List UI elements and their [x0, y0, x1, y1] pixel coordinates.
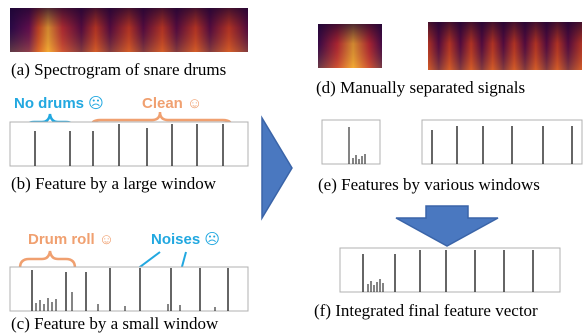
feature-large-segment — [421, 119, 583, 165]
annotation-clean: Clean ☺ — [142, 95, 202, 112]
feature-small-window — [9, 266, 249, 312]
brace-clean — [88, 111, 235, 131]
feature-small-segment — [321, 119, 381, 165]
caption-d: (d) Manually separated signals — [316, 78, 525, 97]
caption-f: (f) Integrated final feature vector — [314, 301, 538, 320]
separated-signal-drum-roll — [318, 24, 382, 68]
caption-a: (a) Spectrogram of snare drums — [11, 60, 226, 79]
annotation-noises: Noises ☹ — [151, 231, 220, 248]
brace-drum-roll — [18, 250, 77, 269]
feature-large-window — [9, 121, 249, 167]
annotation-drum-roll: Drum roll ☺ — [28, 231, 114, 248]
down-arrow-icon — [395, 205, 499, 247]
right-arrow-icon — [261, 115, 293, 221]
caption-c: (c) Feature by a small window — [11, 314, 219, 333]
caption-b: (b) Feature by a large window — [11, 174, 217, 193]
separated-signal-clean — [428, 22, 582, 70]
spectrogram-snare-drums — [10, 8, 248, 52]
integrated-feature-vector — [339, 247, 561, 293]
caption-e: (e) Features by various windows — [318, 175, 540, 194]
annotation-no-drums: No drums ☹ — [14, 95, 104, 112]
